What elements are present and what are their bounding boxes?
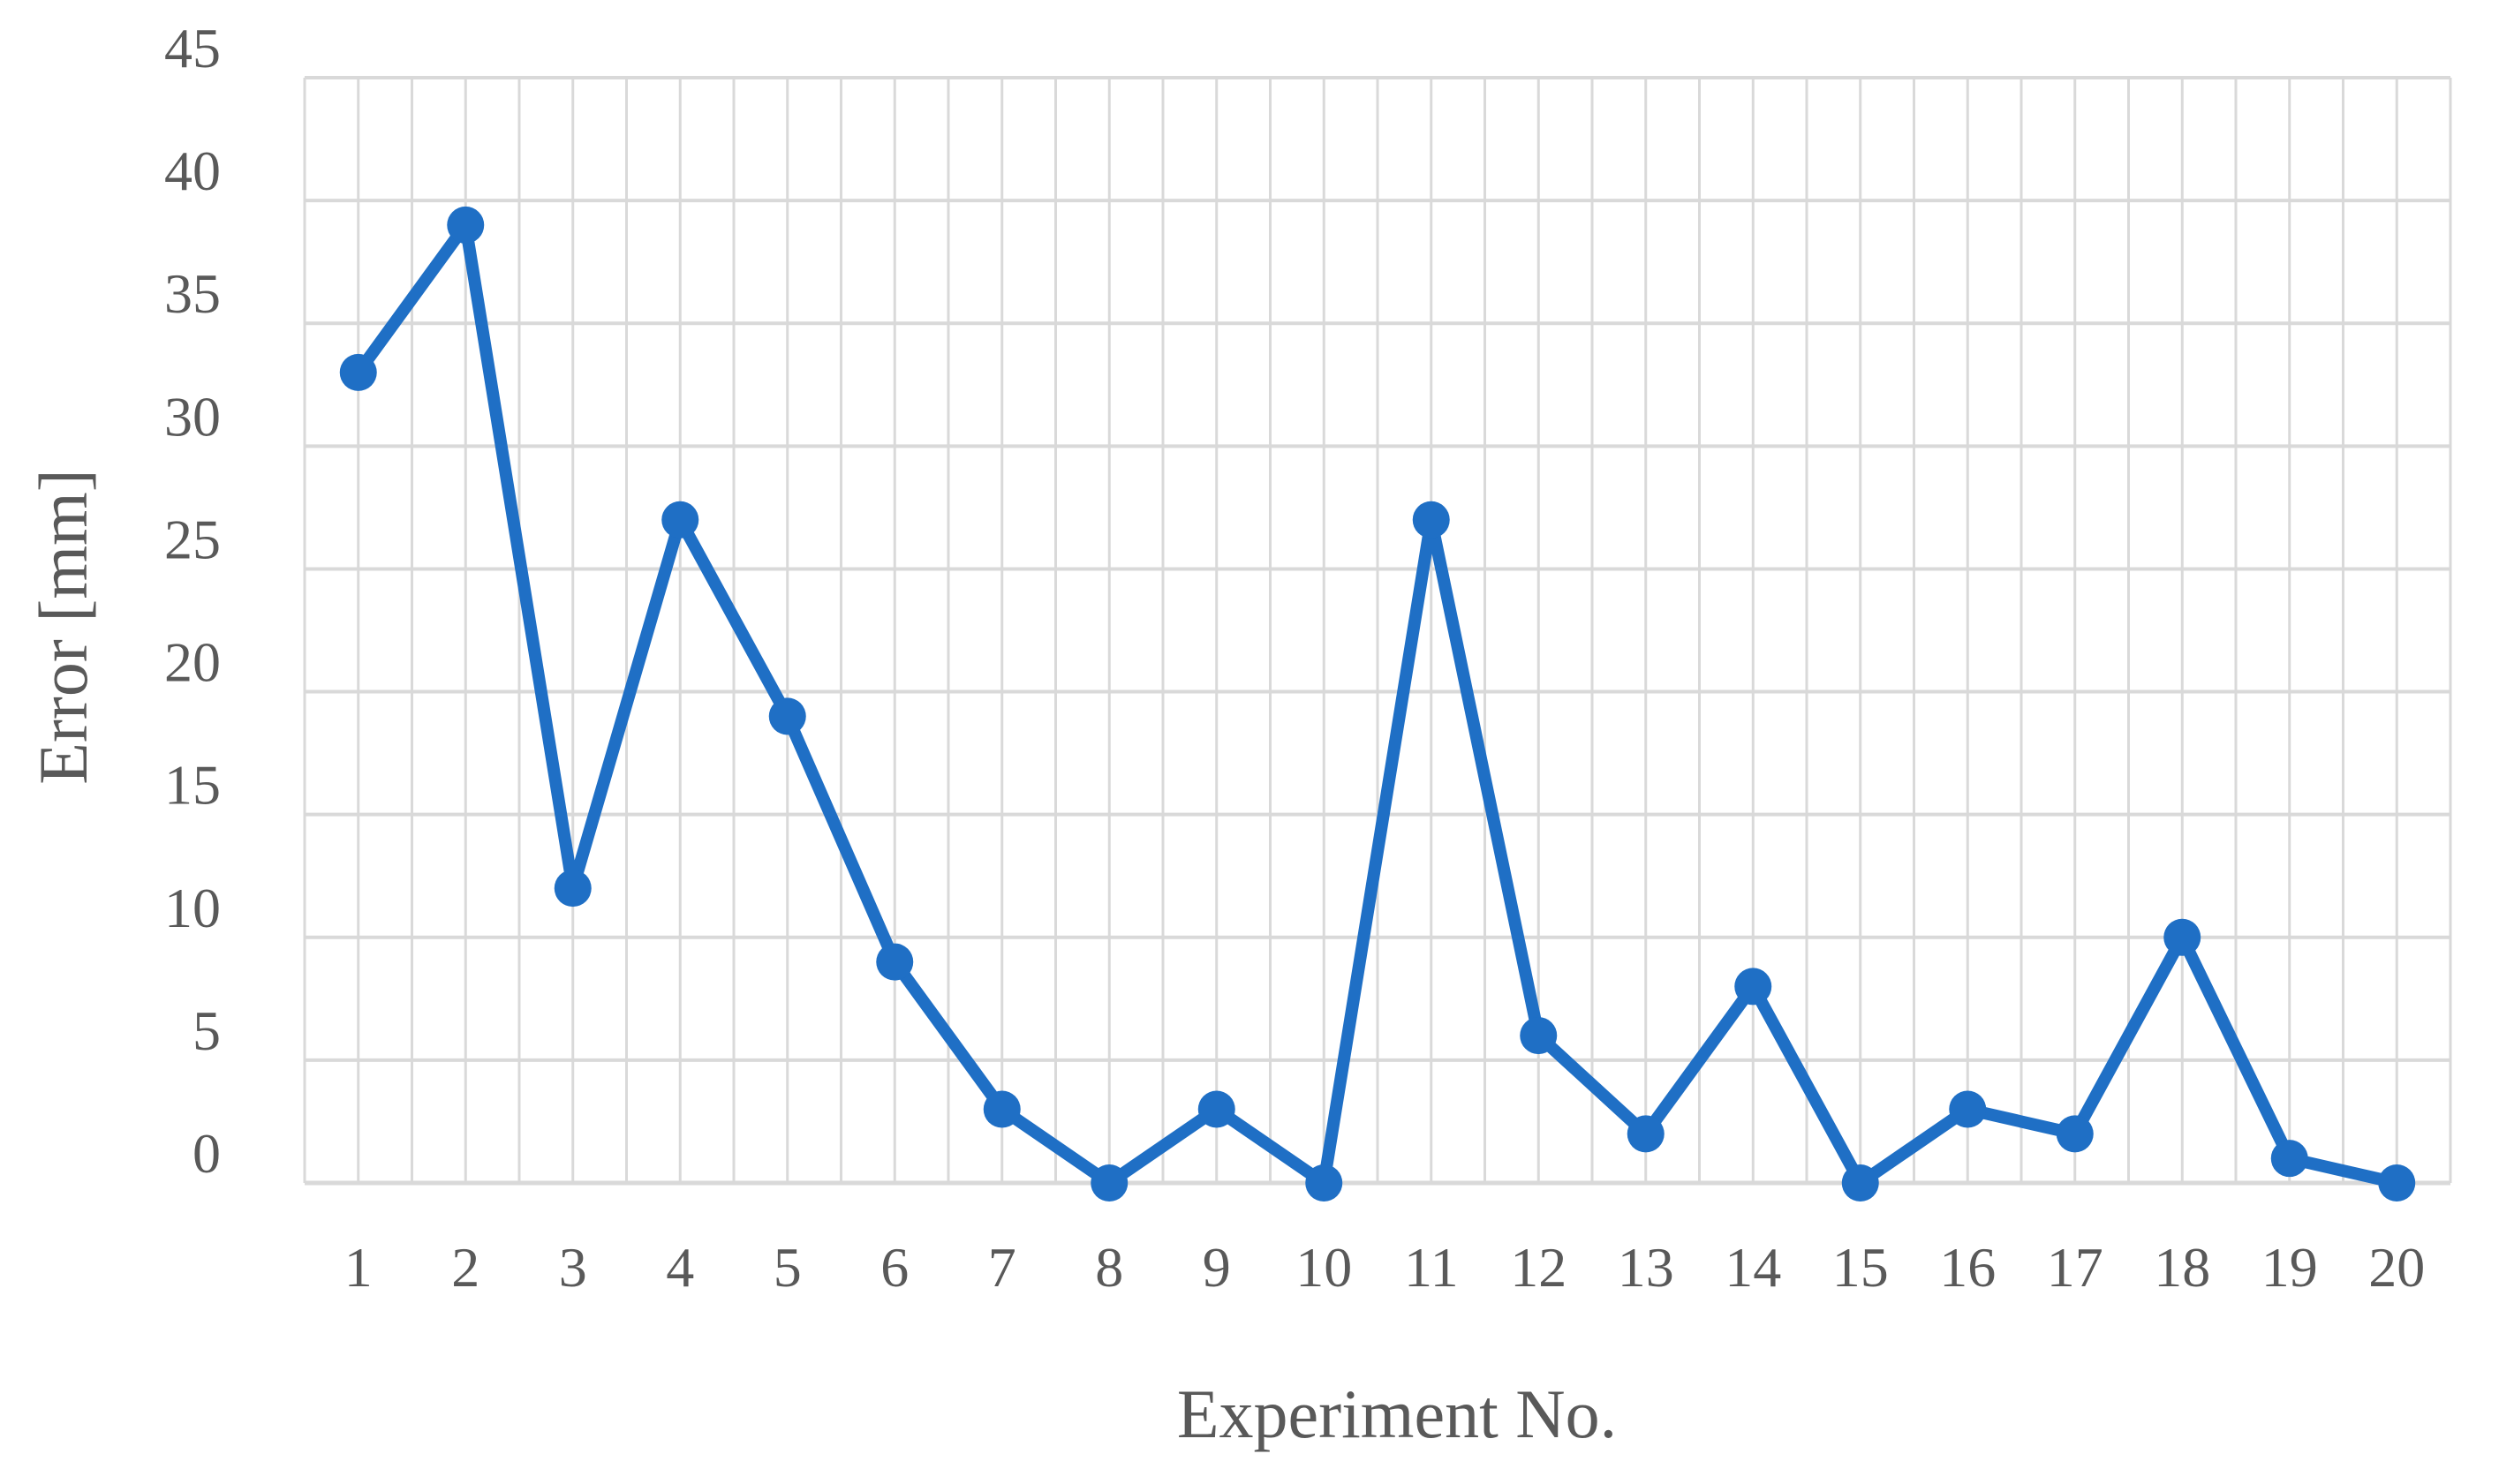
data-point [768, 697, 806, 735]
x-tick-label: 17 [2047, 1236, 2103, 1299]
y-tick-label: 20 [164, 631, 221, 694]
data-point [2270, 1140, 2308, 1178]
data-point [339, 353, 377, 391]
data-point [1734, 968, 1772, 1006]
x-tick-label: 7 [988, 1236, 1016, 1299]
data-point [1520, 1017, 1558, 1055]
data-point [661, 501, 699, 539]
x-tick-label: 4 [666, 1236, 694, 1299]
y-tick-label: 10 [164, 877, 221, 939]
x-tick-label: 1 [344, 1236, 373, 1299]
data-point [876, 943, 914, 981]
x-tick-label: 2 [451, 1236, 479, 1299]
x-tick-label: 20 [2368, 1236, 2425, 1299]
y-tick-label: 30 [164, 385, 221, 448]
data-point [447, 206, 485, 244]
y-tick-label: 40 [164, 139, 221, 202]
data-point [1841, 1164, 1879, 1202]
x-tick-label: 8 [1095, 1236, 1123, 1299]
y-tick-label: 35 [164, 262, 221, 325]
x-tick-label: 15 [1832, 1236, 1889, 1299]
y-tick-label: 15 [164, 754, 221, 817]
x-tick-label: 6 [880, 1236, 909, 1299]
data-point [983, 1090, 1021, 1128]
x-tick-label: 9 [1203, 1236, 1231, 1299]
data-point [554, 870, 592, 908]
x-tick-label: 19 [2261, 1236, 2318, 1299]
y-tick-label: 25 [164, 508, 221, 570]
data-point [2163, 918, 2201, 956]
x-tick-labels: 1 2 3 4 5 6 7 8 9 10 11 12 13 14 15 16 17 18 19 20 [344, 1236, 2426, 1299]
series-layer [339, 206, 2416, 1202]
x-tick-label: 3 [559, 1236, 587, 1299]
data-point [2056, 1115, 2094, 1153]
grid-layer [303, 76, 2452, 1186]
x-tick-label: 12 [1510, 1236, 1567, 1299]
x-tick-label: 10 [1295, 1236, 1352, 1299]
x-tick-label: 14 [1725, 1236, 1781, 1299]
y-tick-label: 0 [193, 1122, 221, 1185]
data-point [1949, 1090, 1987, 1128]
data-point [1412, 501, 1450, 539]
y-tick-label: 45 [164, 17, 221, 79]
data-point [1197, 1090, 1235, 1128]
x-tick-label: 16 [1939, 1236, 1996, 1299]
x-axis-title: Experiment No. [1177, 1375, 1617, 1452]
x-tick-label: 11 [1404, 1236, 1459, 1299]
data-point [1091, 1164, 1129, 1202]
data-point [1305, 1164, 1343, 1202]
y-tick-labels: 0 5 10 15 20 25 30 35 40 45 [164, 17, 221, 1185]
y-tick-label: 5 [193, 999, 221, 1062]
y-axis-title: Error [mm] [25, 469, 102, 784]
data-point [1627, 1115, 1665, 1153]
data-point [2378, 1164, 2416, 1202]
x-tick-label: 5 [774, 1236, 802, 1299]
x-tick-label: 13 [1618, 1236, 1674, 1299]
x-tick-label: 18 [2154, 1236, 2210, 1299]
